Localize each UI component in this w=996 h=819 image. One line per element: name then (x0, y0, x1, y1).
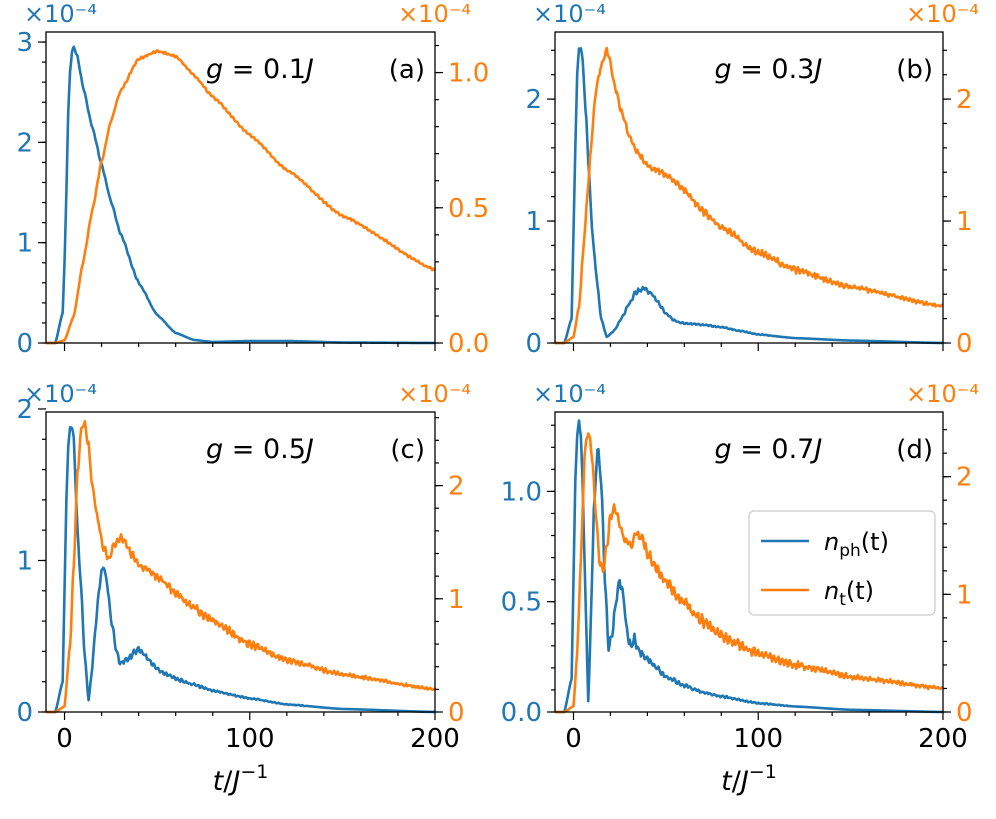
series-line-n-t (46, 420, 435, 714)
panel-label: (b) (896, 55, 933, 85)
legend-entry-label: nph(t) (824, 528, 889, 561)
legend-entry-label: nt(t) (824, 577, 874, 610)
x-axis-label: t/J−1 (213, 761, 269, 797)
right-y-tick-label: 2 (956, 463, 973, 493)
series-line-n-ph (46, 425, 435, 714)
left-y-tick-label: 1 (16, 229, 33, 259)
left-y-tick-label: 0.0 (501, 698, 542, 728)
right-y-tick-label: 1 (956, 207, 973, 237)
left-axis-scale: ×10⁻⁴ (24, 0, 97, 28)
x-axis-label: t/J−1 (721, 761, 777, 797)
left-y-tick-label: 1 (525, 207, 542, 237)
legend: nph(t) nt(t) (748, 510, 936, 616)
x-tick-label: 100 (225, 724, 275, 754)
right-y-tick-label: 1 (448, 585, 465, 615)
coupling-label: g = 0.5J (206, 434, 314, 465)
series-line-n-ph (555, 47, 943, 345)
left-y-tick-label: 2 (16, 128, 33, 158)
series-line-n-t (555, 432, 943, 714)
left-y-tick-label: 0.5 (501, 588, 542, 618)
right-axis-scale: ×10⁻⁴ (398, 380, 471, 408)
x-tick-label: 0 (565, 724, 582, 754)
left-axis-scale: ×10⁻⁴ (24, 380, 97, 408)
panel-a: 0 1 2 3 0.0 0.5 1.0 ×10⁻⁴ ×10⁻⁴ g = 0.1J (a) (16, 0, 489, 359)
right-y-tick-label: 2 (956, 85, 973, 115)
right-y-tick-label: 1 (956, 580, 973, 610)
left-axis-scale: ×10⁻⁴ (533, 380, 606, 408)
panel-label: (d) (896, 435, 933, 465)
right-axis-scale: ×10⁻⁴ (906, 380, 979, 408)
axes-frame (45, 411, 436, 713)
coupling-label: g = 0.7J (714, 434, 822, 465)
series-line-n-ph (555, 419, 943, 714)
left-y-tick-label: 2 (16, 395, 33, 425)
right-y-tick-label: 2 (448, 472, 465, 502)
right-y-tick-label: 0.5 (448, 194, 489, 224)
coupling-label: g = 0.3J (714, 54, 822, 85)
left-y-tick-label: 1.0 (501, 477, 542, 507)
right-y-tick-label: 0 (956, 698, 973, 728)
right-axis-scale: ×10⁻⁴ (398, 0, 471, 28)
panel-label: (a) (389, 55, 425, 85)
x-tick-label: 200 (918, 724, 968, 754)
panel-label: (c) (390, 435, 425, 465)
left-y-tick-label: 1 (16, 546, 33, 576)
x-tick-label: 0 (56, 724, 73, 754)
right-axis-scale: ×10⁻⁴ (906, 0, 979, 28)
right-y-tick-label: 0.0 (448, 329, 489, 359)
panel-b: 0 1 2 0 1 2 ×10⁻⁴ ×10⁻⁴ g = 0.3J (b) (525, 0, 979, 359)
axes-frame (554, 411, 944, 713)
axes-frame (45, 31, 436, 344)
coupling-label: g = 0.1J (206, 54, 314, 85)
left-y-tick-label: 2 (525, 85, 542, 115)
panel-d: 0 100 200 0.0 0.5 1.0 0 1 2 ×10⁻⁴ ×10⁻⁴ g = 0.7J (d) (501, 380, 979, 754)
right-y-tick-label: 1.0 (448, 59, 489, 89)
series-line-n-t (46, 49, 435, 345)
series-line-n-ph (46, 45, 435, 345)
axes-frame (554, 31, 944, 344)
right-y-tick-label: 0 (956, 329, 973, 359)
left-y-tick-label: 3 (16, 28, 33, 58)
left-axis-scale: ×10⁻⁴ (533, 0, 606, 28)
left-y-tick-label: 0 (525, 329, 542, 359)
x-tick-label: 100 (733, 724, 783, 754)
x-tick-label: 200 (410, 724, 460, 754)
left-y-tick-label: 0 (16, 329, 33, 359)
left-y-tick-label: 0 (16, 698, 33, 728)
right-y-tick-label: 0 (448, 698, 465, 728)
series-line-n-t (555, 46, 943, 345)
